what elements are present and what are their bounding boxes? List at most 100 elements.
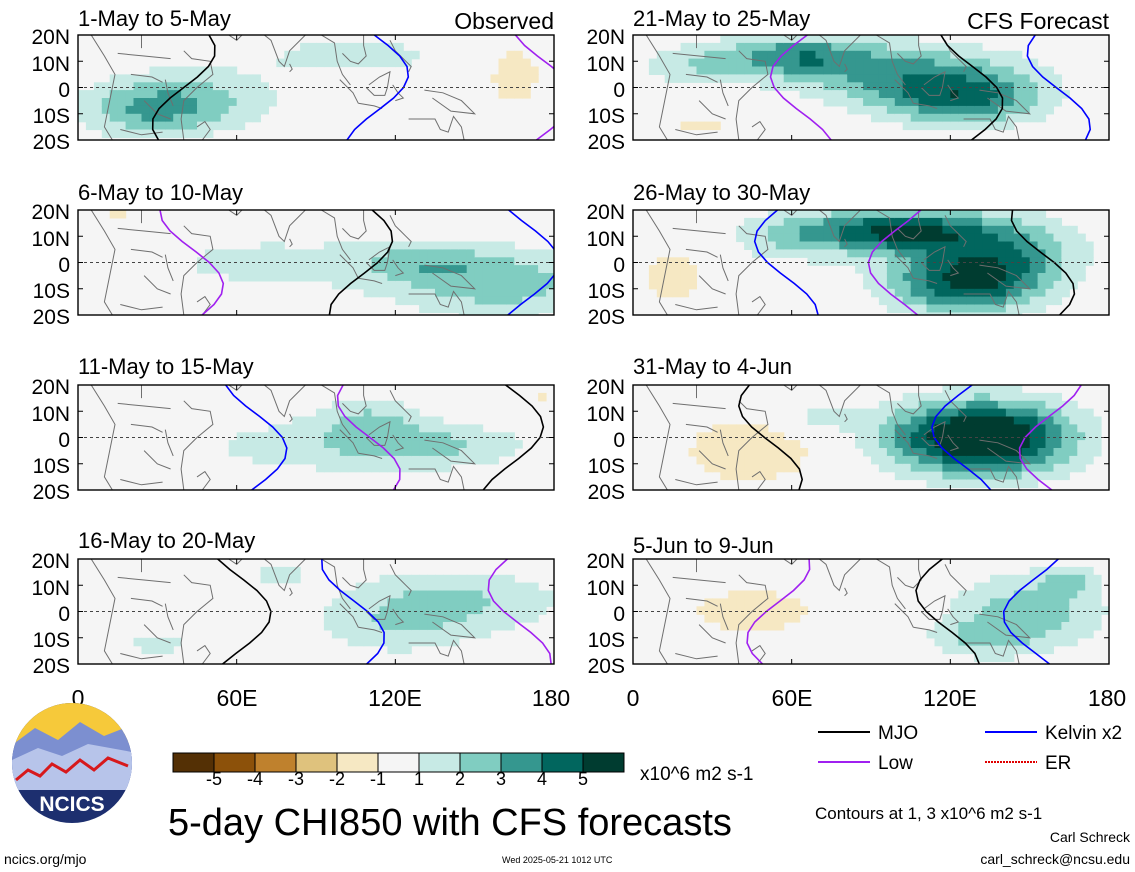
field-cell [910, 82, 920, 91]
field-cell [990, 479, 999, 488]
field-cell [197, 98, 206, 107]
coastline [844, 63, 848, 73]
field-cell [1053, 280, 1062, 290]
coastline [783, 35, 798, 41]
field-cell [292, 566, 301, 576]
field-cell [910, 249, 920, 258]
field-cell [982, 645, 991, 655]
field-cell [902, 455, 912, 465]
field-cell [379, 42, 388, 52]
field-cell [1069, 416, 1078, 425]
field-cell [934, 637, 943, 647]
field-cell [720, 42, 729, 52]
field-cell [855, 249, 864, 258]
field-cell [363, 582, 373, 592]
field-cell [490, 582, 499, 592]
lon-label: 60E [772, 685, 813, 711]
field-cell [894, 288, 904, 298]
field-cell [498, 288, 507, 298]
field-cell [918, 241, 928, 250]
field-cell [395, 273, 404, 282]
field-cell [1085, 614, 1094, 623]
field-cell [712, 58, 721, 68]
field-cell [918, 50, 928, 60]
field-cell [466, 590, 476, 599]
field-cell [141, 74, 150, 83]
field-cell [1029, 113, 1039, 123]
field-cell [1013, 58, 1023, 68]
field-cell [728, 606, 737, 615]
field-cell [958, 416, 967, 425]
field-cell [958, 629, 967, 639]
field-cell [316, 273, 325, 282]
field-cell [339, 249, 349, 258]
field-cell [331, 257, 341, 266]
field-cell [1061, 637, 1070, 647]
lat-label: 20S [588, 481, 625, 504]
coastline [180, 574, 214, 664]
field-cell [783, 233, 793, 243]
field-cell [1037, 590, 1047, 599]
field-cell [823, 408, 832, 418]
field-cell [990, 582, 999, 592]
field-cell [966, 66, 975, 75]
field-cell [363, 58, 373, 68]
field-cell [371, 265, 380, 274]
field-cell [1061, 280, 1070, 290]
field-cell [886, 74, 896, 83]
field-cell [871, 58, 880, 68]
field-cell [268, 448, 277, 457]
field-cell [1013, 614, 1023, 623]
field-cell [323, 249, 333, 258]
field-cell [839, 90, 848, 99]
field-cell [863, 233, 872, 243]
coastline [719, 79, 729, 107]
field-cell [791, 233, 801, 243]
panel-title-8: 5-Jun to 9-Jun [633, 533, 774, 558]
field-cell [902, 288, 912, 298]
field-cell [300, 432, 309, 441]
field-cell [220, 105, 230, 115]
field-cell [728, 66, 737, 75]
field-cell [847, 105, 856, 115]
coastline [263, 35, 307, 68]
field-cell [982, 288, 991, 298]
field-cell [220, 98, 230, 107]
field-cell [839, 82, 848, 91]
field-cell [125, 90, 135, 99]
field-cell [458, 614, 468, 623]
field-cell [974, 463, 983, 473]
field-cell [355, 42, 365, 52]
logo-text: NCICS [39, 793, 104, 816]
field-cell [1085, 249, 1094, 258]
field-cell [411, 582, 420, 592]
coastline [672, 576, 726, 584]
field-cell [886, 257, 896, 266]
field-cell [902, 471, 912, 481]
field-cell [411, 574, 420, 584]
field-cell [831, 416, 840, 425]
field-cell [855, 265, 864, 274]
field-cell [1093, 606, 1102, 615]
field-cell [744, 58, 753, 68]
field-cell [514, 614, 523, 623]
panel-title-3: 11-May to 15-May [78, 354, 254, 379]
field-cell [974, 233, 983, 243]
field-cell [403, 424, 412, 433]
field-cell [982, 257, 991, 266]
email: carl_schreck@ncsu.edu [980, 851, 1130, 867]
field-cell [847, 241, 856, 250]
field-cell [950, 280, 959, 290]
field-cell [752, 217, 761, 227]
field-cell [791, 448, 801, 457]
field-cell [775, 58, 785, 68]
field-cell [720, 455, 729, 465]
field-cell [720, 622, 729, 631]
field-cell [442, 257, 452, 266]
field-cell [863, 241, 872, 250]
legend-label-mjo: MJO [878, 723, 918, 744]
field-cell [212, 98, 222, 107]
field-cell [997, 653, 1007, 662]
field-cell [498, 90, 507, 99]
field-cell [966, 455, 975, 465]
